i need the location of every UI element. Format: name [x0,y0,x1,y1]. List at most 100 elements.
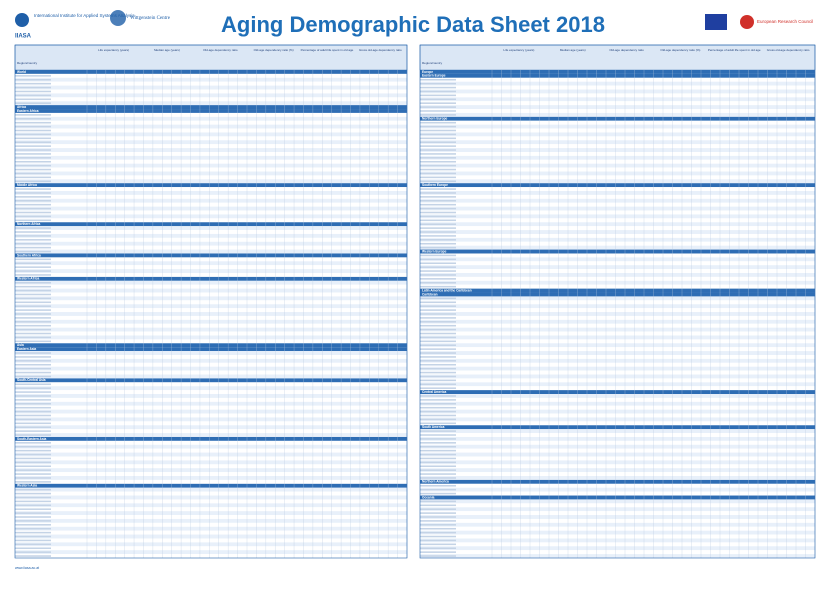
data-row [15,448,407,453]
data-row [420,511,815,516]
data-row [15,128,407,133]
data-row [15,413,407,418]
data-row [420,331,815,336]
name-cell [420,114,456,116]
data-row [15,163,407,168]
group-row [15,276,407,281]
data-row [15,522,407,527]
name-cell [420,172,456,175]
data-row [15,460,407,465]
data-row [420,202,815,207]
data-row [15,409,407,414]
name-cell [420,141,456,144]
name-cell [420,336,456,339]
name-cell [15,539,51,542]
group-name: Western Africa [17,277,40,281]
table-frame [419,44,816,559]
data-row [15,257,407,262]
name-cell [15,121,51,124]
group-row [15,436,407,441]
name-cell [15,281,51,284]
data-row [420,89,815,94]
data-row [15,144,407,149]
group-row [15,70,407,74]
column-header: Region/country [422,61,443,65]
data-row [15,323,407,328]
wittgenstein-name: Wittgenstein Centre [130,16,171,21]
name-cell [420,207,456,210]
name-cell [15,445,51,448]
name-cell [420,406,456,409]
name-cell [15,391,51,393]
data-row [15,226,407,231]
data-row [15,339,407,344]
name-cell [420,387,456,389]
name-cell [420,492,456,495]
data-row [15,187,407,192]
name-cell [15,500,51,503]
name-cell [420,324,456,327]
name-cell [420,434,456,436]
data-row [420,206,815,211]
iiasa-name: International Institute for Applied Syst… [34,13,135,18]
group-row [420,288,815,293]
data-row [420,81,815,86]
column-header: Percentage of adult life spent in old ag… [301,48,354,52]
data-row [15,120,407,125]
group-row [420,183,815,188]
data-row [15,370,407,375]
name-cell [15,141,51,144]
data-row [420,378,815,383]
name-cell [420,313,456,315]
name-cell [15,508,51,510]
name-cell [420,235,456,237]
name-cell [15,535,51,538]
name-cell [420,539,456,542]
name-cell [15,125,51,128]
data-row [420,483,815,488]
name-cell [15,406,51,409]
name-cell [15,129,51,132]
name-cell [420,98,456,101]
data-row [15,550,407,555]
data-row [420,499,815,504]
name-cell [420,231,456,233]
name-cell [15,82,51,85]
name-cell [420,453,456,456]
data-row [15,327,407,332]
name-cell [420,555,456,557]
data-row [420,522,815,527]
data-row [420,343,815,348]
data-row [420,542,815,547]
data-row [15,397,407,402]
group-name: Northern Europe [422,117,448,121]
name-cell [420,258,456,261]
name-cell [420,246,456,249]
title: Aging Demographic Data Sheet 2018 [221,12,605,37]
data-row [15,319,407,324]
group-name: Western Europe [422,249,447,253]
data-row [15,386,407,391]
data-row [420,253,815,258]
group-row [420,73,815,78]
data-row [15,241,407,246]
name-cell [15,516,51,518]
group-name: Europe [422,70,433,74]
data-row [15,468,407,473]
name-cell [15,297,51,300]
name-cell [15,317,51,319]
name-cell [15,293,51,296]
name-cell [15,469,51,471]
name-cell [15,149,51,151]
data-row [15,464,407,469]
data-row [15,417,407,422]
data-row [420,230,815,234]
data-row [420,140,815,145]
name-cell [15,114,51,116]
data-row [420,144,815,149]
name-cell [15,90,51,93]
data-row [420,312,815,316]
name-cell [15,192,51,194]
data-row [420,171,815,176]
name-cell [15,231,51,233]
